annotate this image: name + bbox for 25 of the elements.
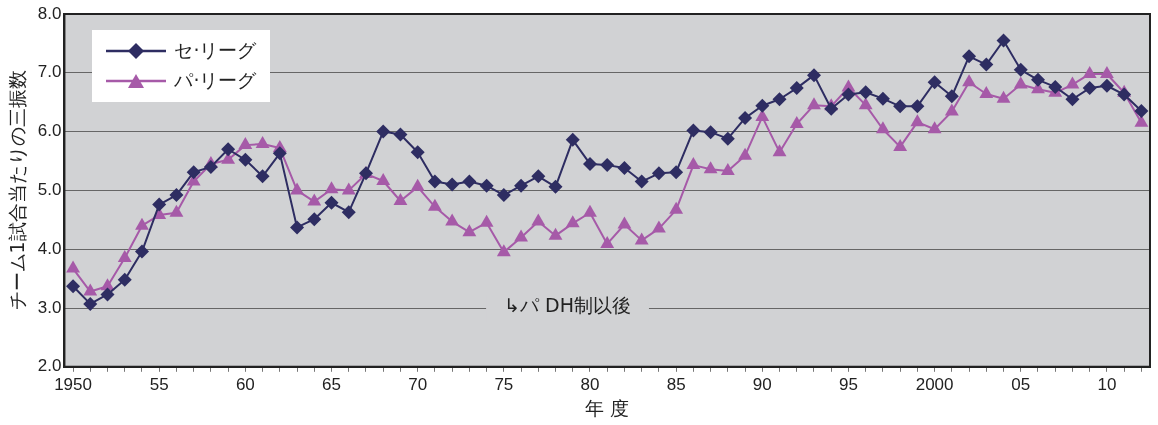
x-tick-label: 80 xyxy=(580,374,600,394)
y-tick-label: 5.0 xyxy=(37,180,62,200)
y-axis-title: チーム1試合当たりの三振数 xyxy=(6,70,29,311)
y-tick-label: 6.0 xyxy=(37,121,62,141)
y-tick-label: 3.0 xyxy=(37,297,62,317)
x-tick-label: 70 xyxy=(408,374,428,394)
x-tick-label: 65 xyxy=(322,374,341,394)
legend-label: セ·リーグ xyxy=(174,38,257,63)
x-tick-label: 1950 xyxy=(54,374,92,394)
x-tick-label: 85 xyxy=(666,374,686,394)
x-tick-label: 10 xyxy=(1097,374,1117,394)
legend-label: パ·リーグ xyxy=(174,68,257,93)
x-tick-label: 2000 xyxy=(915,374,954,394)
x-tick-label: 55 xyxy=(149,374,169,394)
x-tick-label: 95 xyxy=(838,374,858,394)
y-tick-label: 4.0 xyxy=(37,238,62,258)
x-tick-label: 90 xyxy=(752,374,772,394)
y-tick-label: 7.0 xyxy=(37,62,62,82)
x-axis-title: 年 度 xyxy=(585,396,630,419)
x-tick-label: 60 xyxy=(235,374,255,394)
y-tick-label: 2.0 xyxy=(37,356,62,376)
x-tick-label: 05 xyxy=(1011,374,1031,394)
y-tick-label: 8.0 xyxy=(37,3,62,23)
annotation: ↳パ DH制以後 xyxy=(504,293,631,316)
x-tick-label: 75 xyxy=(494,374,514,394)
